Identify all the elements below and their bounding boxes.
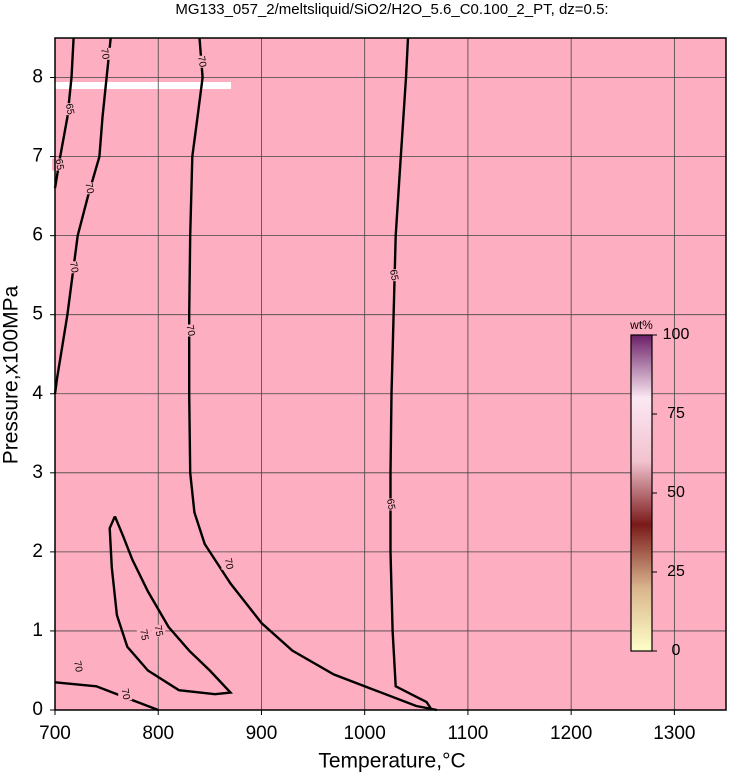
contour-label-bg	[136, 628, 151, 641]
chart-title: MG133_057_2/meltsliquid/SiO2/H2O_5.6_C0.…	[175, 1, 608, 18]
contour-label-bg	[82, 182, 97, 195]
colorbar-tick-label: 0	[672, 642, 681, 659]
contour-label: 70	[119, 688, 132, 701]
contour-label: 70	[195, 55, 208, 68]
y-tick-label: 1	[32, 620, 43, 641]
colorbar-tick-label: 25	[667, 563, 685, 580]
contour-label: 65	[53, 158, 66, 171]
colorbar	[630, 334, 653, 652]
contour-label: 70	[184, 324, 197, 337]
y-tick-label: 4	[32, 383, 43, 404]
contour-label-bg	[221, 557, 236, 570]
contour-label: 70	[222, 557, 235, 570]
contour-label-bg	[118, 688, 133, 701]
contour-line	[53, 37, 112, 394]
contour-label: 65	[384, 498, 397, 511]
contour-label-bg	[383, 498, 398, 511]
contour-label-bg	[70, 660, 85, 673]
contour-label: 70	[67, 261, 80, 274]
colorbar-tick-label: 50	[667, 484, 685, 501]
x-tick-label: 1300	[653, 723, 695, 744]
y-tick-label: 2	[32, 541, 43, 562]
contour-line	[389, 37, 433, 711]
x-tick-label: 1000	[344, 723, 386, 744]
y-axis-label: Pressure,x100MPa	[0, 285, 23, 464]
x-tick-label: 700	[39, 723, 71, 744]
y-tick-label: 0	[32, 699, 43, 720]
plot-frame	[54, 37, 727, 711]
contour-label: 70	[98, 47, 111, 60]
contour-label-bg	[62, 103, 77, 116]
y-tick-label: 6	[32, 225, 43, 246]
x-tick-label: 900	[246, 723, 278, 744]
contour-label: 75	[152, 625, 165, 638]
contour-line	[108, 515, 234, 696]
y-tick-label: 5	[32, 304, 43, 325]
colorbar-label: wt%	[629, 318, 653, 332]
contour-label: 65	[387, 269, 400, 282]
contour-line	[188, 37, 438, 712]
y-tick-label: 7	[32, 146, 43, 167]
y-tick-label: 3	[32, 462, 43, 483]
contour-label: 75	[137, 628, 150, 641]
contour-label: 70	[83, 182, 96, 195]
white-bar	[55, 82, 231, 89]
colorbar-tick-label: 75	[667, 405, 685, 422]
contour-label-bg	[183, 324, 198, 337]
x-tick-label: 1100	[447, 723, 488, 744]
contour-label: 65	[63, 103, 76, 116]
contour-line	[54, 681, 159, 712]
x-axis-label: Temperature,°C	[318, 750, 465, 773]
contour-label-bg	[194, 55, 209, 68]
contour-label-bg	[151, 624, 166, 637]
plot-background	[55, 38, 726, 710]
y-tick-label: 8	[32, 67, 43, 88]
x-tick-label: 1200	[550, 723, 592, 744]
contour-label: 70	[71, 660, 84, 673]
contour-label-bg	[66, 261, 81, 274]
x-tick-label: 800	[142, 723, 174, 744]
colorbar-tick-label: 100	[663, 326, 690, 343]
contour-label-bg	[97, 47, 112, 60]
contour-label-bg	[386, 269, 401, 282]
